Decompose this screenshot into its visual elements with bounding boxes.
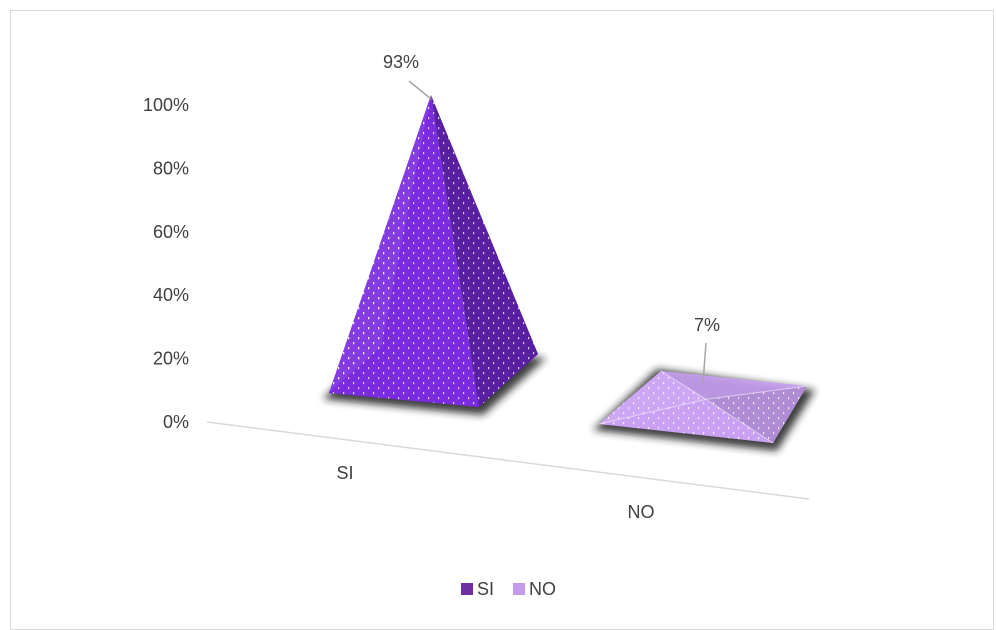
leader-line-no <box>702 342 707 384</box>
y-tick-label: 100% <box>143 95 189 115</box>
legend-swatch-si <box>461 583 473 595</box>
y-axis-ticks: 0% 20% 40% 60% 80% 100% <box>143 95 189 432</box>
leader-line-si <box>408 80 432 100</box>
category-label-si: SI <box>336 463 353 483</box>
pyramid-ridge-no <box>705 385 808 400</box>
y-tick-label: 40% <box>153 285 189 305</box>
pyramid-left-texture-si <box>329 95 431 394</box>
data-label-si: 93% <box>383 52 419 72</box>
y-tick-label: 60% <box>153 222 189 242</box>
data-label-no: 7% <box>694 315 720 335</box>
chart-marks <box>323 95 815 451</box>
pyramid-front-texture-no <box>599 399 773 443</box>
pyramid-ridge-no <box>598 398 707 425</box>
chart-frame: 0% 20% 40% 60% 80% 100% SI NO 93% 7% SI NO <box>10 10 994 630</box>
pyramid-ridge-no <box>660 370 707 400</box>
floor-front-line <box>206 421 810 500</box>
category-label-no: NO <box>628 502 655 522</box>
pyramid-right-texture-no <box>706 386 807 443</box>
y-tick-label: 80% <box>153 158 189 178</box>
pyramid-left-texture-no <box>599 371 706 424</box>
pyramid-right-texture-si <box>431 95 538 408</box>
y-tick-label: 0% <box>163 412 189 432</box>
y-tick-label: 20% <box>153 349 189 369</box>
chart-canvas: 0% 20% 40% 60% 80% 100% SI NO 93% 7% SI NO <box>143 52 815 599</box>
legend: SI NO <box>461 579 556 599</box>
legend-label-si: SI <box>477 579 494 599</box>
pyramid-ridge-no <box>705 398 774 444</box>
legend-swatch-no <box>513 583 525 595</box>
legend-label-no: NO <box>529 579 556 599</box>
